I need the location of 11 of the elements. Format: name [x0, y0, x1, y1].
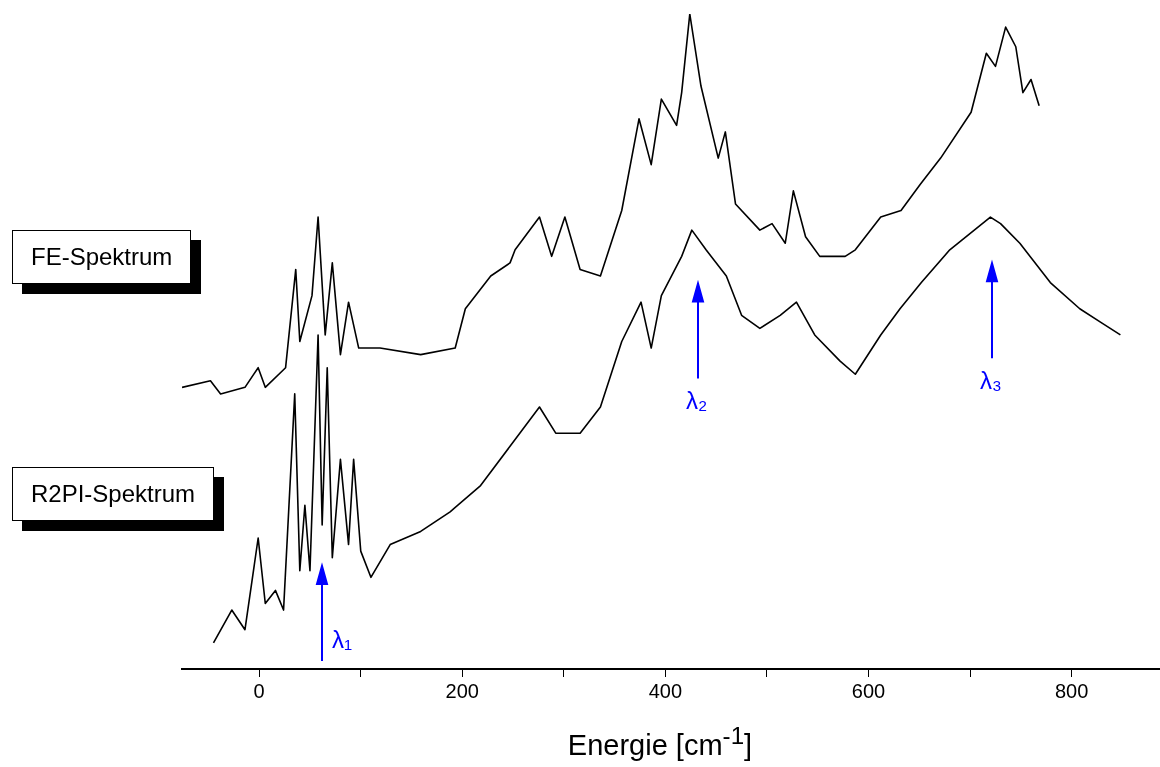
- ref-line-label: λ₂: [686, 387, 708, 415]
- ref-line-label: λ₃: [980, 366, 1002, 394]
- x-axis-title: Energie [cm$^{-1}$]: [566, 722, 754, 762]
- x-tick-label: 600: [851, 679, 886, 702]
- x-tick-label: 400: [648, 679, 683, 702]
- ref-line-label: λ₁: [332, 625, 353, 653]
- text: R2PI-Spektrum: [12, 466, 215, 521]
- text: FE-Spektrum: [12, 230, 192, 285]
- x-tick-label: 800: [1054, 679, 1089, 702]
- x-tick-label: 0: [253, 679, 265, 702]
- x-tick-label: 200: [445, 679, 479, 702]
